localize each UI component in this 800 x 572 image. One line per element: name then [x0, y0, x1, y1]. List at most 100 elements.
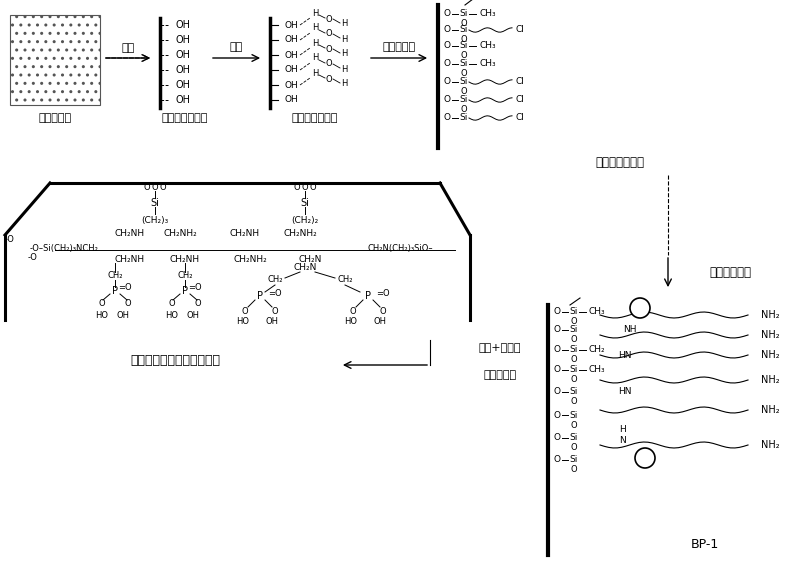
Text: O: O — [242, 307, 248, 316]
Text: OH: OH — [374, 316, 386, 325]
Text: 水化后矿土表面: 水化后矿土表面 — [292, 113, 338, 123]
Text: 矿土或硅胶: 矿土或硅胶 — [38, 113, 71, 123]
Text: OH: OH — [175, 20, 190, 30]
Text: O: O — [443, 96, 450, 105]
Text: O: O — [302, 184, 308, 193]
Text: -O: -O — [28, 253, 38, 263]
Circle shape — [630, 298, 650, 318]
Text: -O–Si(CH₂)₃NCH₂: -O–Si(CH₂)₃NCH₂ — [30, 244, 99, 252]
Text: OH: OH — [175, 65, 190, 75]
Text: P: P — [257, 291, 263, 301]
Text: NH₂: NH₂ — [761, 350, 779, 360]
Text: Si: Si — [301, 198, 310, 208]
Text: CH₂N: CH₂N — [298, 256, 322, 264]
Text: O: O — [461, 86, 467, 96]
Text: P: P — [182, 286, 188, 296]
Bar — [10, 15, 100, 105]
Text: CH₂: CH₂ — [589, 345, 606, 355]
Text: NH₂: NH₂ — [761, 405, 779, 415]
Text: O: O — [194, 300, 202, 308]
Text: Si: Si — [570, 434, 578, 443]
Text: O: O — [461, 18, 467, 27]
Text: H: H — [312, 23, 318, 33]
Text: O: O — [443, 77, 450, 86]
Text: H: H — [341, 34, 347, 43]
Text: O: O — [461, 105, 467, 113]
Text: =O: =O — [188, 283, 202, 292]
Text: O: O — [443, 42, 450, 50]
Text: =O: =O — [268, 288, 282, 297]
Text: O: O — [169, 300, 175, 308]
Text: CH₃: CH₃ — [589, 366, 606, 375]
Text: OH: OH — [284, 66, 298, 74]
Text: OH: OH — [284, 50, 298, 59]
Text: CH₃: CH₃ — [480, 42, 496, 50]
Text: HO: HO — [166, 311, 178, 320]
Text: O: O — [380, 307, 386, 316]
Text: Si: Si — [460, 96, 468, 105]
Text: H: H — [341, 80, 347, 89]
Text: 后续的接枝反应: 后续的接枝反应 — [595, 156, 645, 169]
Text: CH₃: CH₃ — [589, 308, 606, 316]
Text: CH₂NH₂: CH₂NH₂ — [283, 228, 317, 237]
Text: O: O — [326, 30, 332, 38]
Text: P: P — [112, 286, 118, 296]
Text: NH₂: NH₂ — [761, 330, 779, 340]
Text: Si: Si — [570, 345, 578, 355]
Text: OH: OH — [175, 80, 190, 90]
Text: OH: OH — [284, 21, 298, 30]
Text: O: O — [326, 59, 332, 69]
Text: =O: =O — [118, 283, 132, 292]
Text: BP-1: BP-1 — [691, 538, 719, 551]
Text: OH: OH — [186, 311, 199, 320]
Text: Cl: Cl — [515, 96, 525, 105]
Text: O: O — [144, 184, 150, 193]
Text: CH₂: CH₂ — [107, 272, 122, 280]
Text: P: P — [637, 303, 643, 313]
Text: O: O — [570, 443, 578, 452]
Text: O: O — [554, 455, 561, 464]
Text: H: H — [312, 54, 318, 62]
Text: P: P — [365, 291, 371, 301]
Text: OH: OH — [284, 81, 298, 89]
Text: O: O — [350, 307, 356, 316]
Text: H: H — [312, 69, 318, 77]
Text: -O: -O — [5, 236, 15, 244]
Text: O: O — [125, 300, 131, 308]
Text: OH: OH — [175, 35, 190, 45]
Text: O: O — [461, 50, 467, 59]
Text: O: O — [554, 387, 561, 396]
Text: Si: Si — [570, 455, 578, 464]
Text: OH: OH — [284, 35, 298, 45]
Text: O: O — [443, 113, 450, 122]
Text: Si: Si — [460, 26, 468, 34]
Text: O: O — [461, 69, 467, 77]
Text: Si: Si — [460, 10, 468, 18]
Text: O: O — [326, 45, 332, 54]
Text: NH₂: NH₂ — [761, 440, 779, 450]
Text: Cl: Cl — [515, 77, 525, 86]
Text: OH: OH — [266, 316, 278, 325]
Text: O: O — [326, 14, 332, 23]
Text: O: O — [443, 59, 450, 69]
Text: O: O — [570, 317, 578, 327]
Text: O: O — [570, 398, 578, 407]
Text: O: O — [570, 375, 578, 384]
Text: O: O — [326, 74, 332, 84]
Text: HO: HO — [237, 316, 250, 325]
Text: H: H — [312, 38, 318, 47]
Text: CH₂NH₂: CH₂NH₂ — [233, 256, 267, 264]
Text: H: H — [341, 65, 347, 73]
Text: OH: OH — [175, 95, 190, 105]
Text: O: O — [554, 325, 561, 335]
Text: 矿土基螯合型离子交换树脂: 矿土基螯合型离子交换树脂 — [130, 353, 220, 367]
Text: O: O — [294, 184, 300, 193]
Text: =O: =O — [376, 288, 390, 297]
Text: O: O — [443, 10, 450, 18]
Text: 多胺基聚合物: 多胺基聚合物 — [709, 265, 751, 279]
Text: O: O — [554, 308, 561, 316]
Text: CH₃: CH₃ — [480, 59, 496, 69]
Text: O: O — [570, 420, 578, 430]
Text: HN: HN — [618, 387, 632, 396]
Text: OH: OH — [284, 96, 298, 105]
